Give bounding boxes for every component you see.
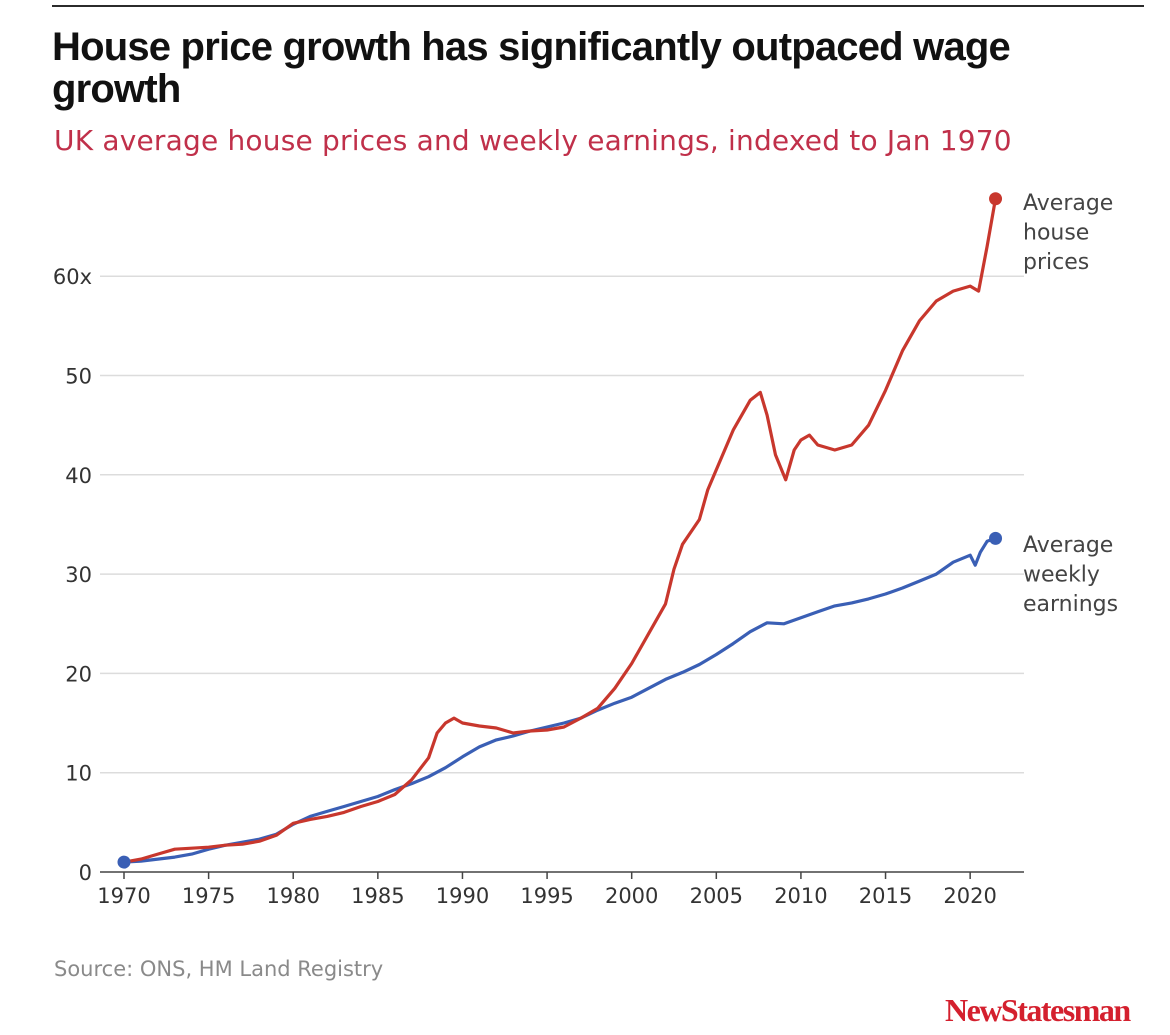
end-point xyxy=(989,192,1003,206)
x-tick-label: 1985 xyxy=(351,884,404,908)
chart-title: House price growth has significantly out… xyxy=(52,25,1011,111)
series-line xyxy=(122,197,998,864)
x-tick-label: 1995 xyxy=(520,884,573,908)
x-tick-label: 1970 xyxy=(97,884,150,908)
x-axis: 1970 1975 1980 1985 1990 1995 2000 2005 2010 2015… xyxy=(97,871,1024,908)
series-label: Average xyxy=(1023,533,1113,558)
end-point xyxy=(989,531,1003,545)
source-note: Source: ONS, HM Land Registry xyxy=(54,957,384,981)
chart-subtitle: UK average house prices and weekly earni… xyxy=(54,124,1012,157)
x-tick-label: 1975 xyxy=(182,884,235,908)
series-label: house xyxy=(1023,221,1089,246)
x-tick-label: 2010 xyxy=(774,884,827,908)
y-tick-label: 20 xyxy=(65,662,92,686)
x-tick-label: 2015 xyxy=(859,884,912,908)
series-label: weekly xyxy=(1023,563,1100,588)
x-tick-label: 2020 xyxy=(943,884,996,908)
y-tick-label: 30 xyxy=(65,563,92,587)
series-labels: Average house prices Average weekly earnings xyxy=(1023,191,1118,617)
series-label: Average xyxy=(1023,191,1113,216)
series-label: earnings xyxy=(1023,592,1118,617)
x-tick-label: 2000 xyxy=(605,884,658,908)
y-tick-label: 60x xyxy=(53,265,92,289)
brand-logo: NewStatesman xyxy=(945,992,1131,1028)
y-axis: 0 10 20 30 40 50 60x xyxy=(53,265,92,885)
y-tick-label: 0 xyxy=(79,861,92,885)
top-rule xyxy=(52,5,1144,7)
y-tick-label: 10 xyxy=(65,762,92,786)
gridlines xyxy=(100,275,1024,774)
x-tick-label: 2005 xyxy=(690,884,743,908)
y-tick-label: 40 xyxy=(65,464,92,488)
x-tick-label: 1990 xyxy=(436,884,489,908)
series-lines xyxy=(117,192,1003,869)
line-chart: 0 10 20 30 40 50 60x 1970 1975 1980 1985 1990 1995 2… xyxy=(53,191,1118,908)
y-tick-label: 50 xyxy=(65,365,92,389)
x-tick-label: 1980 xyxy=(267,884,320,908)
start-point xyxy=(117,855,131,869)
series-label: prices xyxy=(1023,250,1089,275)
series-line xyxy=(122,536,998,864)
